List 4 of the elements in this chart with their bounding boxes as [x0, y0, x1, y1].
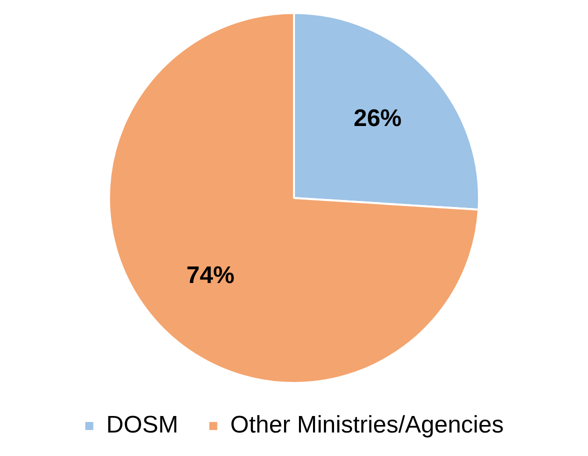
legend-label: Other Ministries/Agencies — [230, 412, 504, 439]
data-label: 74% — [186, 262, 234, 290]
legend-label: DOSM — [106, 412, 178, 439]
data-label: 26% — [354, 105, 402, 132]
